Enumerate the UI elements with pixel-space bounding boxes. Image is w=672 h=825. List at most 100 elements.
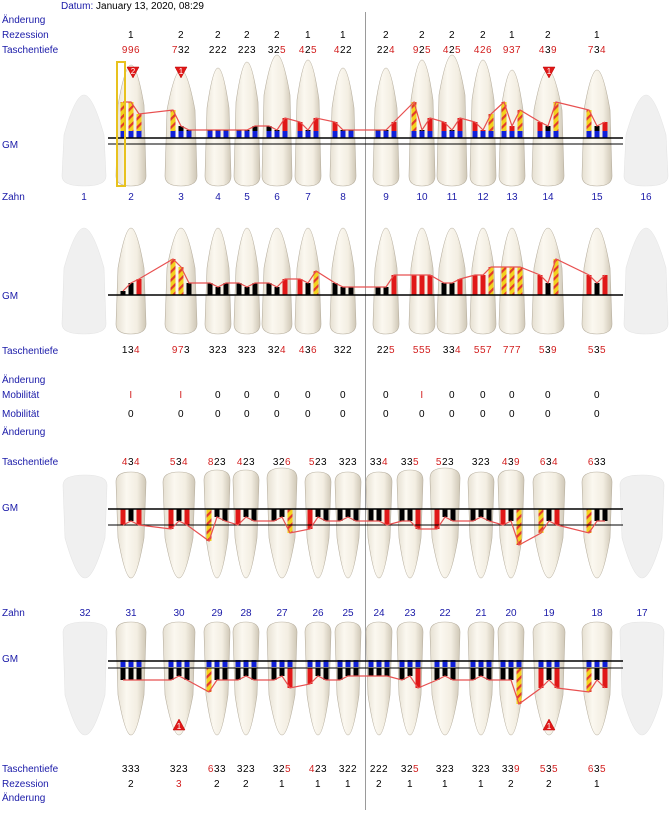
upper-rezession-9[interactable]: 2 [382, 30, 390, 41]
upper-mobility-14[interactable]: 0 [544, 390, 552, 401]
tooth-number-16[interactable]: 16 [640, 192, 652, 203]
selected-tooth-frame[interactable] [116, 61, 126, 187]
tooth-number-2[interactable]: 2 [128, 192, 134, 203]
upper-pocket-palatal-4[interactable]: 323 [209, 345, 227, 356]
upper-pocket-palatal-5[interactable]: 323 [238, 345, 256, 356]
upper-pocket-buccal-4[interactable]: 222 [209, 45, 227, 56]
upper-pocket-buccal-7[interactable]: 425 [299, 45, 317, 56]
lower-mobility-6[interactable]: 0 [273, 409, 281, 420]
upper-tooth-palatal-11[interactable] [436, 227, 468, 335]
upper-rezession-10[interactable]: 2 [418, 30, 426, 41]
lower-pocket-lingual-7[interactable]: 523 [309, 457, 327, 468]
lower-pocket-lingual-5[interactable]: 423 [237, 457, 255, 468]
upper-tooth-palatal-4[interactable] [204, 227, 232, 335]
furcation-marker-lower-19[interactable]: 1 [542, 718, 556, 731]
lower-mobility-13[interactable]: 0 [508, 409, 516, 420]
upper-rezession-4[interactable]: 2 [214, 30, 222, 41]
lower-rezession-5[interactable]: 2 [242, 779, 250, 790]
lower-rezession-8[interactable]: 1 [344, 779, 352, 790]
upper-pocket-palatal-12[interactable]: 557 [474, 345, 492, 356]
upper-tooth-buccal-11[interactable] [436, 54, 468, 187]
upper-tooth-palatal-15[interactable] [581, 227, 613, 335]
upper-mobility-2[interactable]: I [129, 390, 133, 401]
lower-mobility-11[interactable]: 0 [448, 409, 456, 420]
upper-pocket-buccal-10[interactable]: 925 [413, 45, 431, 56]
tooth-number-18[interactable]: 18 [591, 608, 603, 619]
lower-mobility-4[interactable]: 0 [214, 409, 222, 420]
upper-rezession-15[interactable]: 1 [593, 30, 601, 41]
upper-rezession-11[interactable]: 2 [448, 30, 456, 41]
furcation-marker-lower-30[interactable]: 1 [172, 718, 186, 731]
lower-rezession-6[interactable]: 1 [278, 779, 286, 790]
upper-tooth-buccal-5[interactable] [233, 61, 261, 187]
upper-tooth-palatal-1[interactable] [61, 227, 107, 335]
upper-rezession-5[interactable]: 2 [243, 30, 251, 41]
tooth-number-13[interactable]: 13 [506, 192, 518, 203]
lower-mobility-10[interactable]: 0 [418, 409, 426, 420]
lower-pocket-buccal-8[interactable]: 322 [339, 764, 357, 775]
tooth-number-7[interactable]: 7 [305, 192, 311, 203]
lower-pocket-lingual-11[interactable]: 523 [436, 457, 454, 468]
upper-pocket-buccal-3[interactable]: 732 [172, 45, 190, 56]
lower-mobility-2[interactable]: 0 [127, 409, 135, 420]
upper-pocket-buccal-15[interactable]: 734 [588, 45, 606, 56]
upper-pocket-buccal-11[interactable]: 425 [443, 45, 461, 56]
lower-rezession-15[interactable]: 1 [593, 779, 601, 790]
upper-tooth-buccal-4[interactable] [204, 67, 232, 187]
upper-pocket-palatal-15[interactable]: 535 [588, 345, 606, 356]
tooth-number-1[interactable]: 1 [81, 192, 87, 203]
lower-pocket-buccal-4[interactable]: 633 [208, 764, 226, 775]
tooth-number-24[interactable]: 24 [373, 608, 385, 619]
tooth-number-27[interactable]: 27 [276, 608, 288, 619]
lower-rezession-2[interactable]: 2 [127, 779, 135, 790]
lower-pocket-lingual-4[interactable]: 823 [208, 457, 226, 468]
lower-pocket-buccal-6[interactable]: 325 [273, 764, 291, 775]
lower-pocket-buccal-14[interactable]: 535 [540, 764, 558, 775]
lower-rezession-11[interactable]: 1 [441, 779, 449, 790]
lower-pocket-buccal-3[interactable]: 323 [170, 764, 188, 775]
lower-pocket-buccal-9[interactable]: 222 [370, 764, 388, 775]
furcation-marker-upper-3[interactable]: 1 [174, 66, 188, 79]
lower-mobility-3[interactable]: 0 [177, 409, 185, 420]
lower-tooth-lingual-17[interactable] [619, 474, 665, 579]
upper-tooth-palatal-16[interactable] [623, 227, 669, 335]
lower-pocket-buccal-2[interactable]: 333 [122, 764, 140, 775]
furcation-marker-upper-14[interactable]: 1 [542, 66, 556, 79]
upper-pocket-palatal-11[interactable]: 334 [443, 345, 461, 356]
lower-pocket-lingual-12[interactable]: 323 [472, 457, 490, 468]
lower-tooth-buccal-17[interactable] [619, 621, 665, 736]
upper-tooth-palatal-5[interactable] [233, 227, 261, 335]
upper-mobility-6[interactable]: 0 [273, 390, 281, 401]
upper-pocket-buccal-6[interactable]: 325 [268, 45, 286, 56]
lower-rezession-3[interactable]: 3 [175, 779, 183, 790]
upper-rezession-14[interactable]: 2 [544, 30, 552, 41]
lower-tooth-buccal-22[interactable] [429, 621, 461, 736]
lower-rezession-10[interactable]: 1 [406, 779, 414, 790]
tooth-number-4[interactable]: 4 [215, 192, 221, 203]
lower-tooth-lingual-20[interactable] [497, 469, 525, 579]
lower-pocket-lingual-13[interactable]: 439 [502, 457, 520, 468]
upper-pocket-palatal-3[interactable]: 973 [172, 345, 190, 356]
upper-pocket-palatal-6[interactable]: 324 [268, 345, 286, 356]
lower-pocket-lingual-3[interactable]: 534 [170, 457, 188, 468]
tooth-number-32[interactable]: 32 [79, 608, 91, 619]
tooth-number-19[interactable]: 19 [543, 608, 555, 619]
lower-tooth-lingual-23[interactable] [396, 469, 424, 579]
upper-tooth-buccal-10[interactable] [408, 59, 436, 187]
lower-mobility-12[interactable]: 0 [479, 409, 487, 420]
upper-mobility-9[interactable]: 0 [382, 390, 390, 401]
lower-tooth-lingual-27[interactable] [266, 467, 298, 579]
tooth-number-14[interactable]: 14 [542, 192, 554, 203]
upper-mobility-4[interactable]: 0 [214, 390, 222, 401]
lower-tooth-buccal-24[interactable] [365, 621, 393, 736]
upper-pocket-palatal-10[interactable]: 555 [413, 345, 431, 356]
upper-tooth-palatal-6[interactable] [261, 227, 293, 335]
lower-rezession-4[interactable]: 2 [213, 779, 221, 790]
tooth-number-15[interactable]: 15 [591, 192, 603, 203]
lower-mobility-8[interactable]: 0 [339, 409, 347, 420]
lower-rezession-12[interactable]: 1 [477, 779, 485, 790]
lower-pocket-lingual-9[interactable]: 334 [370, 457, 388, 468]
upper-tooth-buccal-8[interactable] [329, 67, 357, 187]
upper-mobility-10[interactable]: I [420, 390, 424, 401]
upper-rezession-2[interactable]: 1 [127, 30, 135, 41]
